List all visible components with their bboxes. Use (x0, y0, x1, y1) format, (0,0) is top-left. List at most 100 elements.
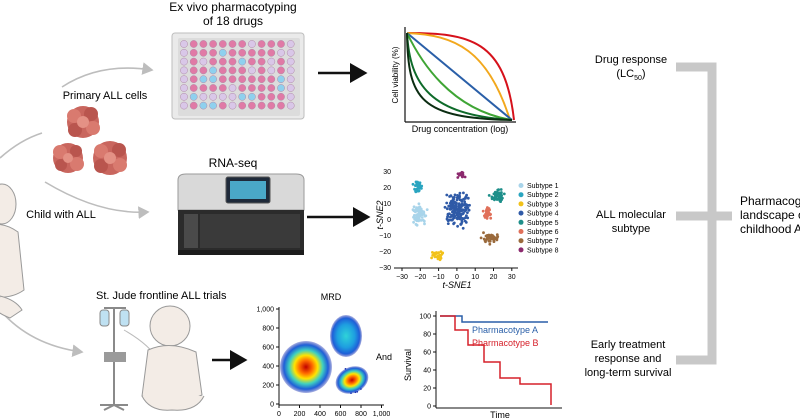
tsne-x-tick-label: −20 (414, 274, 426, 281)
plate-well (228, 84, 237, 92)
plate-well (228, 92, 237, 101)
cell-clusters-icon (53, 106, 127, 175)
tsne-point (423, 222, 426, 226)
tsne-point (458, 172, 462, 176)
tsne-point (460, 173, 464, 177)
plate-well (257, 84, 266, 92)
tsne-point (463, 175, 467, 179)
tsne-point (422, 219, 426, 223)
landscape-line3: childhood A (740, 222, 800, 236)
plate-well (267, 40, 276, 48)
plate-well (228, 101, 237, 110)
plate-well (218, 75, 227, 84)
plate-well (199, 48, 208, 57)
mrd-x-tick-label: 0 (277, 411, 281, 418)
plate-well (257, 75, 266, 84)
plate-well (277, 40, 285, 48)
viability-curve (406, 32, 515, 121)
tsne-point (460, 220, 464, 224)
mrd-cluster-top (330, 315, 362, 357)
tsne-point (488, 242, 492, 246)
tsne-point (412, 205, 416, 209)
mrd-y-ticks: 1,000 800 600 400 200 0 (256, 307, 279, 409)
plate-well (248, 101, 256, 110)
tsne-point (449, 215, 452, 219)
plate-well (189, 92, 198, 101)
survival-y-ticks: 100 80 60 40 20 0 (419, 314, 436, 411)
survival-plot: 100 80 60 40 20 0 Survival Time Pharmacotype … (403, 311, 562, 419)
tsne-x-ticks: −30 −20 −10 0 10 20 30 (396, 268, 516, 281)
and-label: And (376, 352, 392, 362)
mrd-y-tick-label: 600 (262, 345, 274, 352)
tsne-point (463, 200, 466, 204)
mrd-x-tick-label: 800 (355, 411, 367, 418)
plate-well (267, 57, 276, 66)
tsne-point (411, 182, 415, 186)
tsne-point (492, 240, 496, 244)
tsne-point (465, 214, 468, 218)
plate-well (228, 66, 237, 75)
mrd-y-tick-label: 1,000 (256, 307, 274, 314)
tsne-point (485, 237, 489, 241)
subtype-line2: subtype (612, 223, 651, 235)
tsne-legend-swatch (518, 210, 524, 216)
survival-legend-a: Pharmacotype A (472, 325, 538, 335)
tsne-y-tick-label: 20 (383, 185, 391, 192)
tsne-legend-label: Subtype 4 (527, 211, 559, 218)
tsne-point (451, 196, 455, 199)
tsne-point (420, 187, 423, 190)
tsne-point (456, 224, 459, 228)
plate-well (180, 40, 188, 48)
tsne-point (417, 219, 421, 222)
survival-y-tick-label: 100 (419, 314, 431, 321)
tsne-point (445, 207, 449, 211)
plate-well (209, 66, 217, 75)
plate-well (199, 40, 208, 48)
tsne-point (466, 196, 470, 200)
tsne-point (460, 202, 464, 206)
plate-well (286, 66, 295, 75)
tsne-point (456, 213, 460, 217)
tsne-point (452, 221, 456, 225)
tsne-point (501, 196, 504, 200)
survival-y-tick-label: 80 (423, 332, 431, 339)
tsne-x-tick-label: 30 (508, 274, 516, 281)
tsne-point (460, 205, 463, 208)
plate-well (248, 48, 256, 57)
tsne-point (450, 218, 454, 222)
plate-well (199, 57, 208, 66)
early-line1: Early treatment (591, 339, 666, 351)
plate-well (209, 75, 217, 84)
tsne-legend-label: Subtype 8 (527, 247, 559, 254)
landscape-label: Pharmacog landscape o childhood A (740, 194, 800, 236)
tsne-x-tick-label: −10 (433, 274, 445, 281)
plate-well (209, 48, 217, 57)
plate-well (180, 84, 188, 92)
drug-response-close: ) (642, 68, 646, 80)
tsne-point (439, 250, 443, 254)
tsne-point (414, 188, 418, 192)
plate-well (248, 75, 256, 84)
plate-well (286, 84, 295, 92)
tsne-point (420, 216, 424, 219)
plate-well (218, 101, 227, 110)
mrd-y-tick-label: 400 (262, 364, 274, 371)
tsne-point (462, 191, 465, 195)
iv-drip-icon (99, 307, 159, 411)
tsne-point (482, 231, 485, 235)
tsne-point (493, 198, 496, 202)
plate-well (228, 75, 237, 84)
tsne-point (461, 226, 465, 230)
tsne-point (413, 217, 417, 221)
tsne-point (463, 209, 467, 213)
arrow-child-to-sequencer (44, 181, 150, 219)
plate-well (180, 48, 188, 57)
mrd-x-tick-label: 600 (335, 411, 347, 418)
mrd-x-tick-label: 1,000 (373, 411, 391, 418)
tsne-point (499, 200, 502, 204)
tsne-point (453, 204, 457, 208)
plate-well (257, 57, 266, 66)
tsne-point (490, 197, 494, 201)
plate-well (209, 92, 217, 101)
